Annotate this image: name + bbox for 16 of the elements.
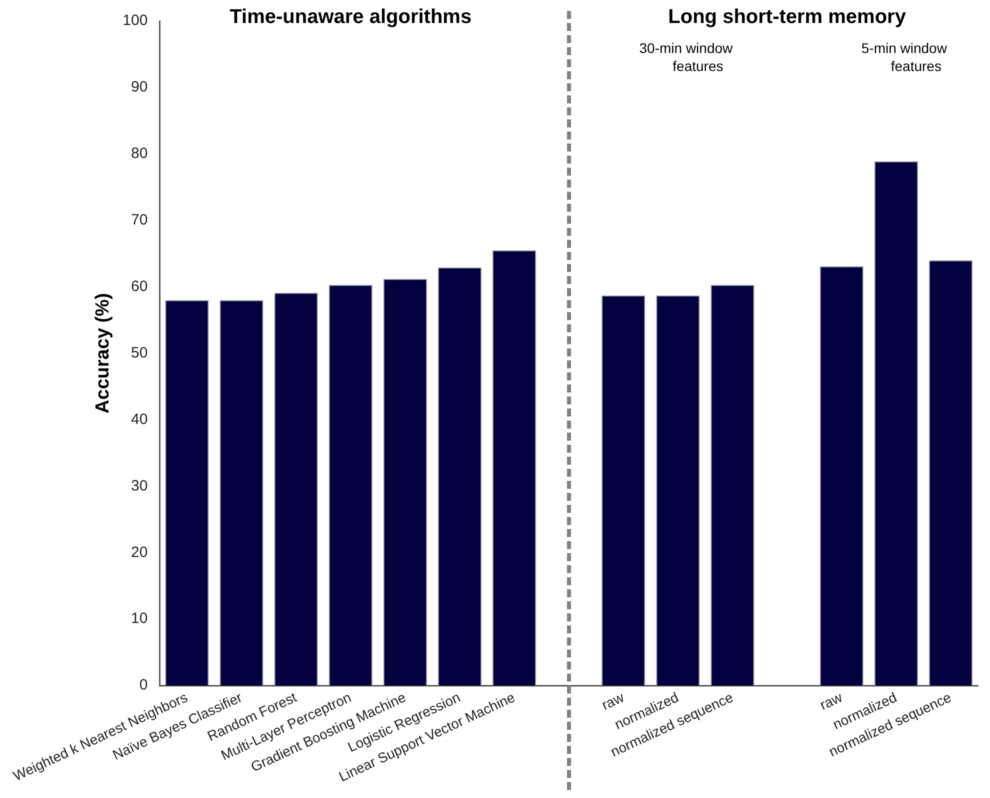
annotation: 30-min window features [639,40,734,74]
y-tick-label: 10 [130,610,148,628]
y-tick-label: 50 [130,344,148,362]
annotation: Time-unaware algorithms [230,6,472,28]
y-axis-title: Accuracy (%) [92,293,114,414]
y-tick-label: 80 [130,145,148,162]
y-tick-label: 20 [130,544,148,561]
y-tick-label: 100 [122,12,148,30]
annotation: Long short-term memory [668,6,907,28]
y-tick-label: 90 [130,78,148,96]
y-tick-label: 30 [130,477,148,494]
annotation: 5-min window features [861,40,948,74]
y-tick-label: 70 [130,212,148,228]
y-tick-label: 40 [130,410,148,428]
y-tick-label: 60 [130,278,148,295]
y-tick-label: 0 [139,676,148,694]
